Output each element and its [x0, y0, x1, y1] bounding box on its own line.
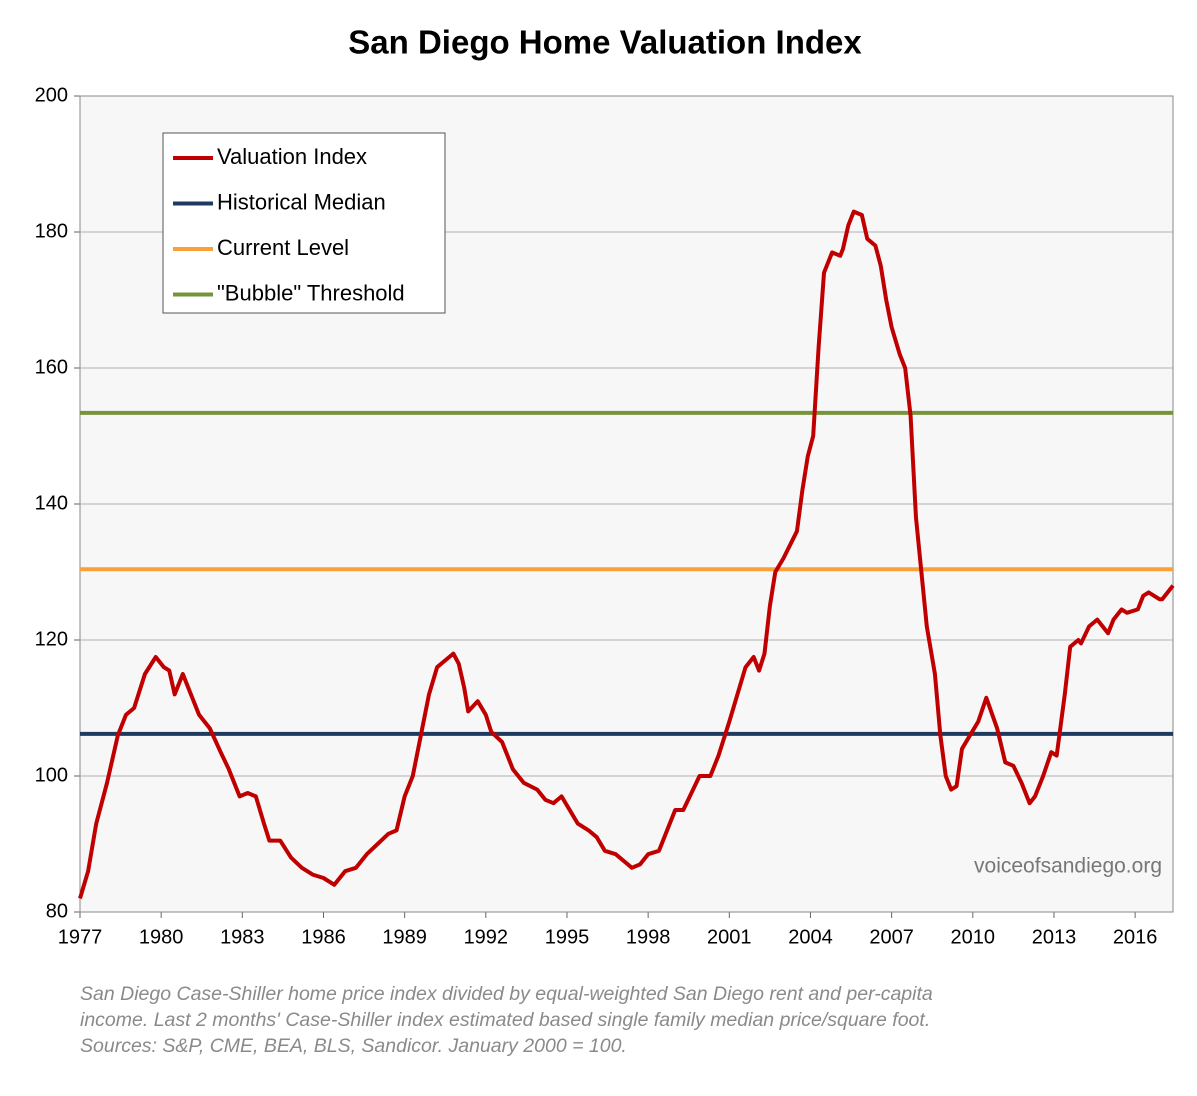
x-tick-label: 1998 [626, 926, 671, 948]
x-tick-label: 1992 [464, 926, 509, 948]
x-tick-label: 2004 [788, 926, 833, 948]
y-tick-label: 160 [35, 356, 68, 378]
y-tick-label: 200 [35, 84, 68, 106]
y-tick-label: 80 [46, 900, 68, 922]
legend-label: Current Level [217, 235, 349, 260]
legend-box [162, 132, 446, 314]
y-tick-label: 140 [35, 492, 68, 514]
x-tick-label: 1986 [301, 926, 346, 948]
y-tick-label: 120 [35, 628, 68, 650]
x-tick-label: 1977 [58, 926, 103, 948]
x-tick-label: 1983 [220, 926, 265, 948]
watermark: voiceofsandiego.org [974, 855, 1162, 878]
x-tick-label: 2001 [707, 926, 752, 948]
x-tick-label: 2013 [1032, 926, 1077, 948]
x-tick-label: 1989 [382, 926, 427, 948]
x-tick-label: 2007 [869, 926, 914, 948]
x-tick-label: 1980 [139, 926, 184, 948]
line-series [78, 209, 1175, 899]
y-tick-label: 100 [35, 764, 68, 786]
footnote: San Diego Case-Shiller home price index … [80, 983, 933, 1005]
footnote: income. Last 2 months' Case-Shiller inde… [80, 1009, 930, 1031]
x-tick-label: 2010 [951, 926, 996, 948]
legend-label: Valuation Index [217, 144, 367, 169]
chart-title: San Diego Home Valuation Index [348, 24, 862, 61]
plot-border [79, 95, 1174, 913]
legend: Valuation Index Historical Median Current … [162, 132, 446, 314]
x-tick-label: 1995 [545, 926, 590, 948]
footnote: Sources: S&P, CME, BEA, BLS, Sandicor. J… [80, 1035, 627, 1057]
x-tick-label: 2016 [1113, 926, 1158, 948]
legend-label: "Bubble" Threshold [217, 280, 405, 305]
y-tick-label: 180 [35, 220, 68, 242]
legend-label: Historical Median [217, 189, 386, 214]
